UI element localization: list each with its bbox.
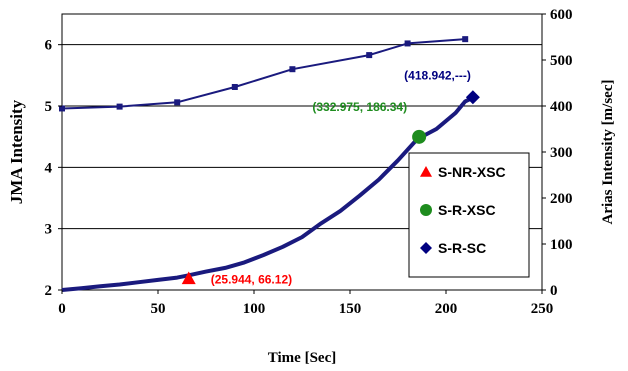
- y2-tick-label: 400: [550, 99, 573, 115]
- legend-symbol: [420, 166, 432, 177]
- event-labels: (25.944, 66.12) (332.975, 186.34) (418.942…: [211, 68, 471, 286]
- marker-s-r-sc: [465, 90, 480, 105]
- data-point: [366, 52, 373, 59]
- x-tick-label: 0: [58, 301, 66, 317]
- y2-tick-label: 200: [550, 191, 573, 207]
- data-point: [231, 83, 238, 90]
- axis-ticks: 2 3 4 5 6 0 100 200 300 400 500 600 0 50 100 150 200 250: [45, 7, 573, 317]
- y-tick-label: 2: [45, 283, 53, 299]
- y-axis-title: JMA Intensity: [7, 99, 26, 204]
- legend-symbol: [420, 242, 432, 254]
- data-point: [116, 103, 123, 110]
- x-tick-label: 250: [531, 301, 554, 317]
- y2-tick-label: 100: [550, 237, 573, 253]
- data-point: [289, 66, 296, 73]
- legend-symbol: [420, 204, 432, 216]
- data-point: [174, 99, 181, 106]
- legend-label: S-R-SC: [438, 240, 486, 256]
- legend-label: S-R-XSC: [438, 202, 496, 218]
- y2-axis-title: Arias Intensity [m/sec]: [600, 80, 616, 225]
- y2-tick-label: 600: [550, 7, 573, 23]
- legend-label: S-NR-XSC: [438, 164, 506, 180]
- y-tick-label: 6: [45, 38, 53, 54]
- legend: S-NR-XSC S-R-XSC S-R-SC: [408, 152, 530, 278]
- marker-s-r-xsc: [412, 129, 427, 144]
- y2-tick-label: 0: [550, 283, 558, 299]
- y2-tick-label: 300: [550, 145, 573, 161]
- data-point: [404, 40, 411, 47]
- y-tick-label: 4: [45, 160, 53, 176]
- data-label: (418.942,---): [404, 68, 471, 82]
- marker-s-nr-xsc: [181, 271, 196, 285]
- data-point: [462, 36, 469, 43]
- x-tick-label: 100: [243, 301, 266, 317]
- data-label: (332.975, 186.34): [312, 100, 407, 114]
- event-markers: [181, 90, 480, 285]
- y2-tick-label: 500: [550, 53, 573, 69]
- y-tick-label: 5: [45, 99, 53, 115]
- y-tick-label: 3: [45, 222, 53, 238]
- data-point: [59, 105, 65, 112]
- x-axis-title: Time [Sec]: [268, 350, 336, 366]
- series-line-1: [61, 38, 466, 110]
- x-tick-label: 50: [151, 301, 166, 317]
- x-tick-label: 200: [435, 301, 458, 317]
- x-tick-label: 150: [339, 301, 362, 317]
- data-label: (25.944, 66.12): [211, 273, 292, 287]
